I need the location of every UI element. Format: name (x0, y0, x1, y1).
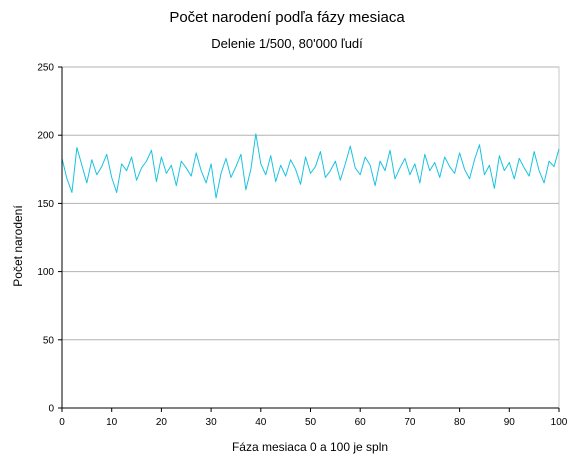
y-axis-ticks: 0 50 100 150 200 250 (37, 63, 62, 415)
y-tick-label: 50 (43, 335, 55, 346)
y-tick-label: 0 (48, 404, 54, 415)
x-tick-label: 40 (255, 417, 267, 428)
x-tick-label: 80 (454, 417, 466, 428)
x-tick-label: 70 (404, 417, 416, 428)
y-tick-label: 150 (37, 199, 54, 210)
y-tick-label: 100 (37, 267, 54, 278)
y-tick-label: 200 (37, 131, 54, 142)
x-tick-label: 90 (504, 417, 516, 428)
x-tick-label: 50 (305, 417, 317, 428)
gridlines (62, 66, 559, 341)
x-tick-label: 10 (106, 417, 118, 428)
y-tick-label: 250 (37, 63, 54, 74)
x-tick-label: 20 (156, 417, 168, 428)
plot-frame (61, 66, 560, 409)
series-line (61, 133, 560, 199)
x-tick-label: 100 (551, 417, 568, 428)
x-tick-label: 30 (206, 417, 218, 428)
series-layer (61, 133, 560, 199)
plot-area (61, 66, 560, 409)
chart-title: Počet narodení podľa fázy mesiaca (169, 9, 405, 26)
x-axis-ticks: 0 10 20 30 40 50 60 70 80 90 100 (59, 408, 568, 428)
x-axis-label: Fáza mesiaca 0 a 100 je spln (232, 440, 388, 454)
chart-subtitle: Delenie 1/500, 80'000 ľudí (211, 36, 363, 51)
x-tick-label: 0 (59, 417, 65, 428)
x-tick-label: 60 (355, 417, 367, 428)
y-axis-label: Počet narodení (11, 205, 25, 287)
